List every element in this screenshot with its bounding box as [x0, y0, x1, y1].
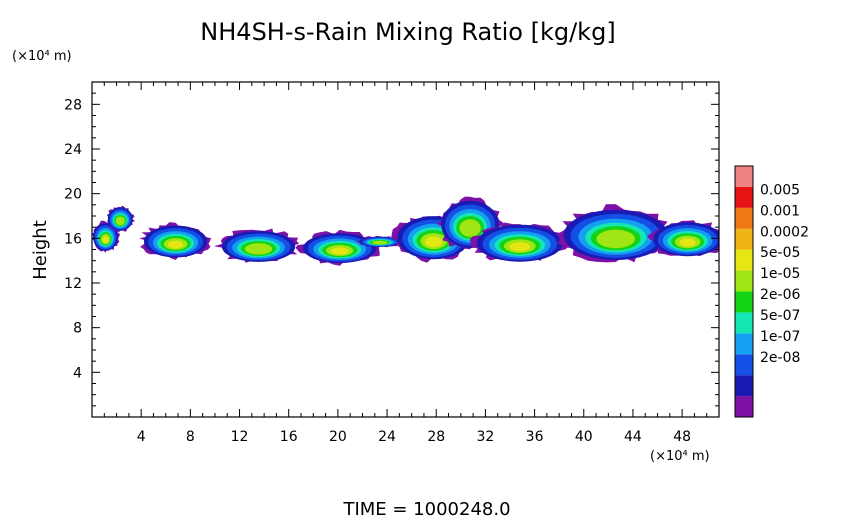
color-legend: 0.005 0.001 0.0002 5e-05 1e-05 2e-06 5e-07 1e-0…	[734, 165, 809, 418]
legend-label: 0.0002	[760, 224, 809, 240]
legend-swatch	[735, 396, 753, 417]
x-tick-label: 28	[427, 429, 445, 445]
legend-swatch	[735, 249, 753, 271]
contour-band	[102, 236, 109, 243]
y-tick-label: 20	[64, 187, 82, 203]
legend-swatch	[735, 312, 753, 334]
contour-band	[245, 243, 273, 255]
x-tick-label: 12	[231, 429, 249, 445]
contour-band	[509, 242, 531, 252]
time-footer: TIME = 1000248.0	[342, 499, 510, 519]
legend-swatch	[735, 291, 753, 313]
contour-band	[372, 240, 388, 245]
legend-label: 0.001	[760, 203, 800, 219]
x-tick-label: 32	[476, 429, 494, 445]
contour-band	[596, 229, 635, 249]
contour-band	[679, 238, 696, 247]
legend-swatch	[735, 228, 753, 250]
contour-band	[459, 219, 481, 237]
legend-label: 1e-07	[760, 329, 800, 345]
legend-label: 5e-07	[760, 308, 800, 324]
legend-label: 1e-05	[760, 266, 800, 282]
legend-swatch	[735, 166, 753, 187]
y-tick-label: 16	[64, 231, 82, 247]
x-tick-label: 4	[137, 429, 146, 445]
legend-swatch	[735, 354, 753, 376]
y-tick-label: 24	[64, 142, 82, 158]
legend-swatch	[735, 186, 753, 208]
y-axis-unit: (×10⁴ m)	[12, 49, 72, 64]
x-tick-label: 20	[329, 429, 347, 445]
x-tick-label: 36	[526, 429, 544, 445]
y-tick-labels: 4 8 12 16 20 24 28	[64, 97, 82, 381]
legend-label: 0.005	[760, 182, 800, 198]
legend-label: 5e-05	[760, 245, 800, 261]
y-tick-label: 8	[73, 321, 82, 337]
x-tick-labels: 4 8 12 16 20 24 28 32 36 40 44 48	[137, 429, 691, 445]
x-tick-label: 44	[624, 429, 642, 445]
chart-title: NH4SH-s-Rain Mixing Ratio [kg/kg]	[200, 18, 615, 46]
legend-swatch	[735, 207, 753, 229]
x-tick-label: 40	[575, 429, 593, 445]
contour-band	[168, 240, 184, 249]
axis-ticks	[92, 82, 720, 417]
y-tick-label: 4	[73, 365, 82, 381]
y-tick-label: 12	[64, 276, 82, 292]
x-tick-label: 48	[673, 429, 691, 445]
contour-band	[425, 236, 443, 247]
contour-band	[330, 247, 349, 255]
legend-frame	[734, 165, 754, 418]
legend-label: 2e-08	[760, 350, 800, 366]
contour-field	[92, 196, 719, 266]
y-axis-label: Height	[30, 220, 51, 280]
x-axis-unit: (×10⁴ m)	[650, 449, 710, 464]
legend-swatch	[735, 375, 753, 397]
x-tick-label: 8	[186, 429, 195, 445]
x-tick-label: 24	[378, 429, 396, 445]
legend-swatch	[735, 270, 753, 292]
y-tick-label: 28	[64, 97, 82, 113]
legend-swatch	[735, 333, 753, 355]
x-tick-label: 16	[280, 429, 298, 445]
contour-band	[115, 216, 125, 226]
legend-label: 2e-06	[760, 287, 800, 303]
